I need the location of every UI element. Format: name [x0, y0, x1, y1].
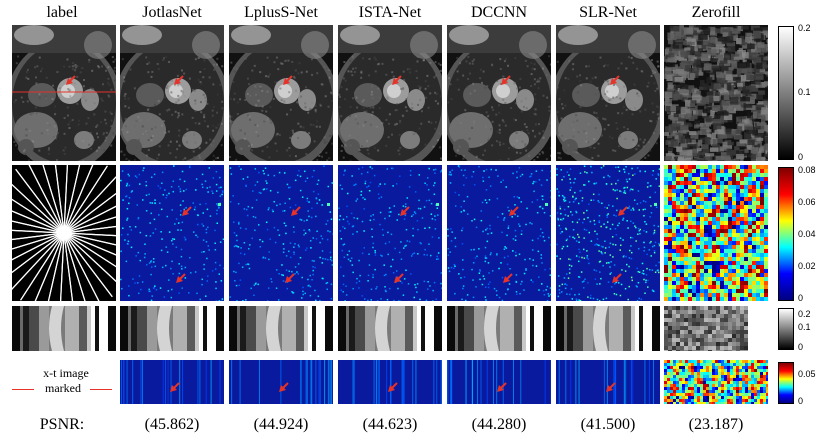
col-title-lpluss-net: LplusS-Net: [244, 4, 318, 21]
arrow-icon: [509, 206, 519, 216]
error-map-zerofill: [664, 165, 768, 301]
arrow-icon: [283, 75, 293, 85]
arrow-icon: [400, 206, 410, 216]
marker-line-left: [12, 389, 34, 390]
arrow-icon: [618, 206, 628, 216]
colorbar-tick-label: 0: [798, 396, 804, 406]
xt-image-lpluss-net: [229, 306, 333, 351]
error-map-ista-net: [338, 165, 442, 301]
arrow-icon: [170, 382, 180, 392]
xt-image-slr-net: [556, 306, 660, 351]
colorbar-tick-label: 0.06: [798, 196, 816, 207]
mr-image-lpluss-net: [229, 25, 333, 161]
psnr-value-lpluss-net: (44.924): [253, 416, 309, 433]
xt-error-ista-net: [338, 360, 442, 404]
colorbar-tick-label: 0.1: [798, 86, 811, 97]
colorbar-tick-label: 0.1: [798, 322, 811, 333]
col-title-jotlasnet: JotlasNet: [142, 4, 202, 21]
arrow-icon: [66, 75, 76, 85]
arrow-icon: [501, 75, 511, 85]
colorbar-2: [778, 167, 794, 301]
arrow-icon: [503, 273, 513, 283]
mr-image-zerofill: [664, 25, 768, 161]
psnr-value-ista-net: (44.623): [362, 416, 418, 433]
xt-image-dccnn: [447, 306, 551, 351]
arrow-icon: [606, 382, 616, 392]
colorbar-tick-label: 0.08: [798, 164, 816, 175]
colorbar-tick-label: 0.02: [798, 261, 816, 272]
marker-line-right: [90, 389, 112, 390]
col-title-slr-net: SLR-Net: [579, 4, 637, 21]
col-title-ista-net: ISTA-Net: [358, 4, 422, 21]
psnr-value-jotlasnet: (45.862): [144, 416, 200, 433]
error-map-dccnn: [447, 165, 551, 301]
psnr-value-dccnn: (44.280): [471, 416, 527, 433]
colorbar-tick-label: 0.04: [798, 229, 816, 239]
mr-image-label: [12, 25, 116, 161]
arrow-icon: [291, 206, 301, 216]
psnr-value-zerofill: (23.187): [688, 416, 744, 433]
arrow-icon: [612, 273, 622, 283]
colorbar-3: [778, 308, 794, 350]
xt-image-label: [12, 306, 116, 351]
legend-marked: marked: [45, 381, 81, 395]
colorbar-tick-label: 0.2: [798, 23, 811, 33]
psnr-value-slr-net: (41.500): [580, 416, 636, 433]
legend-xt-image: x-t image: [43, 366, 89, 380]
arrow-icon: [182, 206, 192, 216]
xt-error-lpluss-net: [229, 360, 333, 404]
colorbar-tick-label: 0: [798, 152, 804, 162]
colorbar-tick-label: 0: [798, 293, 804, 303]
colorbar-tick-label: 0: [798, 342, 804, 352]
colorbar-1: [778, 26, 794, 160]
arrow-icon: [497, 382, 507, 392]
error-map-jotlasnet: [120, 165, 224, 301]
xt-error-zerofill: [664, 360, 768, 404]
col-title-dccnn: DCCNN: [470, 4, 527, 21]
col-title-label: label: [46, 4, 78, 21]
arrow-icon: [388, 382, 398, 392]
xt-image-ista-net: [338, 306, 442, 351]
arrow-icon: [392, 75, 402, 85]
arrow-icon: [394, 273, 404, 283]
arrow-icon: [279, 382, 289, 392]
arrow-icon: [174, 75, 184, 85]
col-title-zerofill: Zerofill: [691, 4, 741, 21]
arrow-icon: [610, 75, 620, 85]
mr-image-ista-net: [338, 25, 442, 161]
mr-image-slr-net: [556, 25, 660, 161]
xt-image-zerofill: [664, 306, 768, 351]
colorbar-tick-label: 0.2: [798, 308, 811, 319]
arrow-icon: [176, 273, 186, 283]
xt-error-jotlasnet: [120, 360, 224, 404]
error-map-slr-net: [556, 165, 660, 301]
mr-image-jotlasnet: [120, 25, 224, 161]
arrow-icon: [285, 273, 295, 283]
xt-image-jotlasnet: [120, 306, 224, 351]
colorbar-4: [778, 362, 794, 404]
sampling-mask: [12, 165, 116, 301]
error-map-lpluss-net: [229, 165, 333, 301]
xt-error-slr-net: [556, 360, 660, 404]
psnr-label: PSNR:: [39, 416, 85, 433]
xt-error-dccnn: [447, 360, 551, 404]
mr-image-dccnn: [447, 25, 551, 161]
colorbar-tick-label: 0.05: [798, 368, 816, 379]
